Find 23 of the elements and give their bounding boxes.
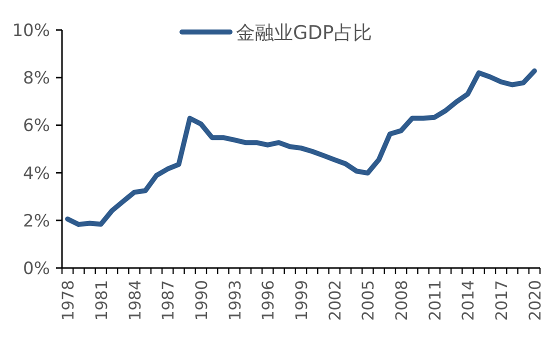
x-tick-label: 2011 [425, 280, 444, 321]
x-tick-label: 2020 [525, 280, 544, 321]
x-tick-label: 2014 [458, 280, 478, 321]
legend: 金融业GDP占比 [180, 22, 372, 44]
y-tick-label: 2% [23, 211, 50, 232]
x-tick-label: 1978 [58, 280, 78, 321]
x-tick-label: 2008 [392, 280, 412, 321]
y-tick-label: 8% [23, 68, 50, 89]
x-tick-label: 1999 [292, 280, 311, 321]
y-tick-label: 4% [23, 164, 50, 184]
x-tick-label: 1981 [92, 280, 111, 321]
y-tick-label: 6% [23, 116, 50, 136]
x-tick-label: 1993 [225, 280, 244, 321]
x-tick-label: 2002 [325, 280, 344, 321]
y-tick-label: 0% [23, 259, 50, 279]
x-tick-label: 1987 [158, 280, 178, 321]
x-tick-label: 1996 [258, 280, 278, 321]
x-tick-label: 2005 [358, 280, 378, 321]
x-tick-label: 1990 [192, 280, 211, 321]
legend-label: 金融业GDP占比 [236, 22, 372, 44]
x-tick-label: 1984 [125, 280, 144, 321]
x-tick-label: 2017 [492, 280, 512, 321]
y-tick-label: 10% [12, 21, 50, 41]
